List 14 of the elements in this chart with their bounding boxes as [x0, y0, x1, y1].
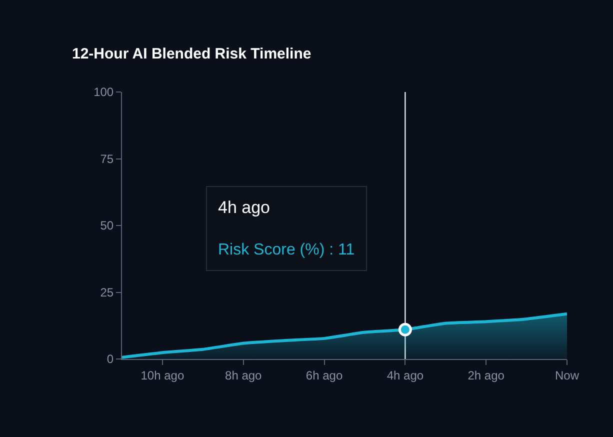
- x-tick-label: 4h ago: [386, 368, 424, 382]
- x-tick-label: 6h ago: [306, 368, 343, 382]
- annotation: 4h ago: [218, 198, 270, 217]
- y-tick-label: 0: [106, 352, 114, 366]
- x-tick-label: Now: [554, 368, 580, 382]
- x-tick-label: 10h ago: [140, 368, 184, 382]
- chart-title: 12-Hour AI Blended Risk Timeline: [72, 45, 312, 62]
- x-tick-label: 2h ago: [468, 368, 505, 382]
- y-tick-label: 100: [94, 85, 114, 100]
- y-tick-label: 50: [100, 218, 114, 233]
- x-tick-label: 8h ago: [225, 368, 262, 382]
- y-tick-label: 25: [100, 285, 114, 300]
- y-tick-label: 75: [100, 152, 114, 166]
- annotation: Risk Score (%) : 11: [218, 242, 355, 259]
